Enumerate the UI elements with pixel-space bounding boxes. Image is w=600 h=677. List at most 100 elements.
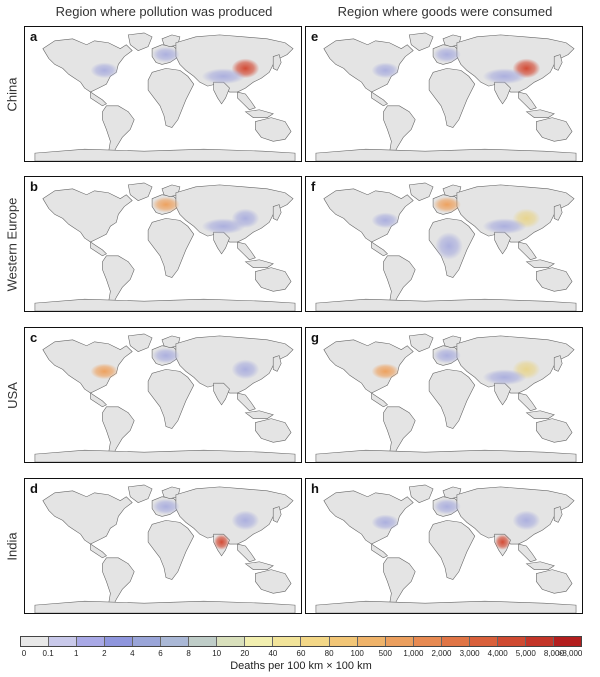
legend-swatch — [49, 637, 78, 646]
row-label-usa: USA — [4, 381, 20, 409]
legend-tick-label: 3,000 — [459, 649, 480, 658]
color-legend: 0 0.1 1 2 4 6 8 10 20 40 60 80 100 500 1,000 2,000 3,000… — [20, 636, 582, 676]
legend-swatch — [385, 637, 414, 646]
landmass-antarctica — [34, 148, 296, 161]
legend-swatch — [77, 637, 106, 646]
legend-color-bar — [20, 636, 582, 647]
legend-tick-label: 8 — [186, 649, 191, 658]
legend-swatch — [105, 637, 134, 646]
landmass-australia — [255, 418, 292, 443]
landmass-africa — [147, 520, 195, 580]
landmass-north-america — [42, 339, 133, 394]
landmass-africa — [147, 218, 195, 278]
landmass-southeast-asia — [518, 543, 537, 563]
landmass-india — [494, 231, 511, 255]
legend-swatch — [301, 637, 330, 646]
row-label-western-europe: Western Europe — [4, 197, 20, 291]
landmass-greenland — [408, 32, 434, 51]
landmass-south-america — [383, 105, 416, 156]
hotspot-south-asia — [201, 218, 246, 235]
landmass-antarctica — [315, 298, 577, 311]
landmass-greenland — [408, 333, 434, 352]
landmass-southeast-asia — [237, 241, 256, 261]
hotspot-europe — [433, 498, 461, 515]
landmass-africa — [147, 369, 195, 429]
landmass-india — [213, 231, 230, 255]
hotspot-south-asia — [482, 68, 527, 85]
hotspot-east-china — [231, 510, 260, 531]
world-map — [315, 32, 577, 161]
legend-swatch — [217, 637, 246, 646]
legend-swatch — [413, 637, 442, 646]
legend-tick-label: >8,000 — [557, 649, 583, 658]
landmass-north-america — [42, 188, 133, 243]
landmass-australia — [255, 267, 292, 292]
landmass-central-america — [90, 91, 107, 107]
world-map — [315, 484, 577, 613]
world-map — [34, 484, 296, 613]
landmass-japan — [553, 506, 563, 523]
landmass-indonesia — [525, 410, 555, 419]
panel-letter: h — [311, 481, 319, 496]
landmass-central-america — [371, 392, 388, 408]
hotspot-europe — [433, 46, 461, 63]
landmass-southeast-asia — [237, 543, 256, 563]
landmass-north-america — [323, 339, 414, 394]
landmass-greenland — [408, 182, 434, 201]
world-map — [34, 182, 296, 311]
legend-swatch — [441, 637, 470, 646]
landmass-india — [494, 382, 511, 406]
hotspot-europe — [433, 196, 461, 213]
world-map — [34, 32, 296, 161]
landmass-central-america — [90, 241, 107, 257]
landmass-southeast-asia — [237, 91, 256, 111]
row-label-india: India — [4, 531, 20, 561]
landmass-antarctica — [34, 600, 296, 613]
landmass-south-america — [102, 255, 135, 306]
landmass-japan — [272, 204, 282, 221]
column-title-produced: Region where pollution was produced — [55, 4, 273, 19]
landmass-south-america — [383, 557, 416, 608]
landmass-north-america — [42, 38, 133, 93]
landmass-greenland — [127, 182, 153, 201]
map-panel-h: h — [305, 478, 583, 614]
landmass-central-america — [90, 392, 107, 408]
legend-tick-label: 0.1 — [42, 649, 54, 658]
landmass-australia — [536, 418, 573, 443]
legend-tick-label: 20 — [240, 649, 250, 658]
world-map — [315, 333, 577, 462]
landmass-central-america — [371, 91, 388, 107]
legend-swatch — [189, 637, 218, 646]
landmass-indonesia — [525, 109, 555, 118]
landmass-antarctica — [315, 148, 577, 161]
landmass-japan — [553, 355, 563, 372]
map-panel-a: a — [24, 26, 302, 162]
panel-letter: g — [311, 330, 319, 345]
hotspot-india — [494, 534, 511, 550]
hotspot-africa — [435, 232, 463, 260]
panel-letter: a — [30, 29, 38, 44]
landmass-africa — [428, 369, 476, 429]
legend-tick-label: 6 — [158, 649, 163, 658]
hotspot-usa — [90, 62, 119, 79]
column-title-consumed: Region where goods were consumed — [337, 4, 553, 19]
landmass-japan — [553, 204, 563, 221]
landmass-southeast-asia — [518, 241, 537, 261]
landmass-north-america — [42, 490, 133, 545]
landmass-greenland — [127, 32, 153, 51]
panel-letter: d — [30, 481, 38, 496]
landmass-africa — [428, 520, 476, 580]
landmass-central-america — [371, 241, 388, 257]
hotspot-india — [213, 534, 230, 550]
legend-swatch — [469, 637, 498, 646]
landmass-japan — [553, 54, 563, 71]
landmass-greenland — [127, 484, 153, 503]
map-panel-d: d — [24, 478, 302, 614]
legend-tick-label: 4,000 — [487, 649, 508, 658]
landmass-india — [213, 81, 230, 105]
hotspot-europe — [152, 46, 180, 63]
landmass-southeast-asia — [237, 392, 256, 412]
legend-swatch — [329, 637, 358, 646]
panel-letter: f — [311, 179, 316, 194]
landmass-japan — [272, 355, 282, 372]
